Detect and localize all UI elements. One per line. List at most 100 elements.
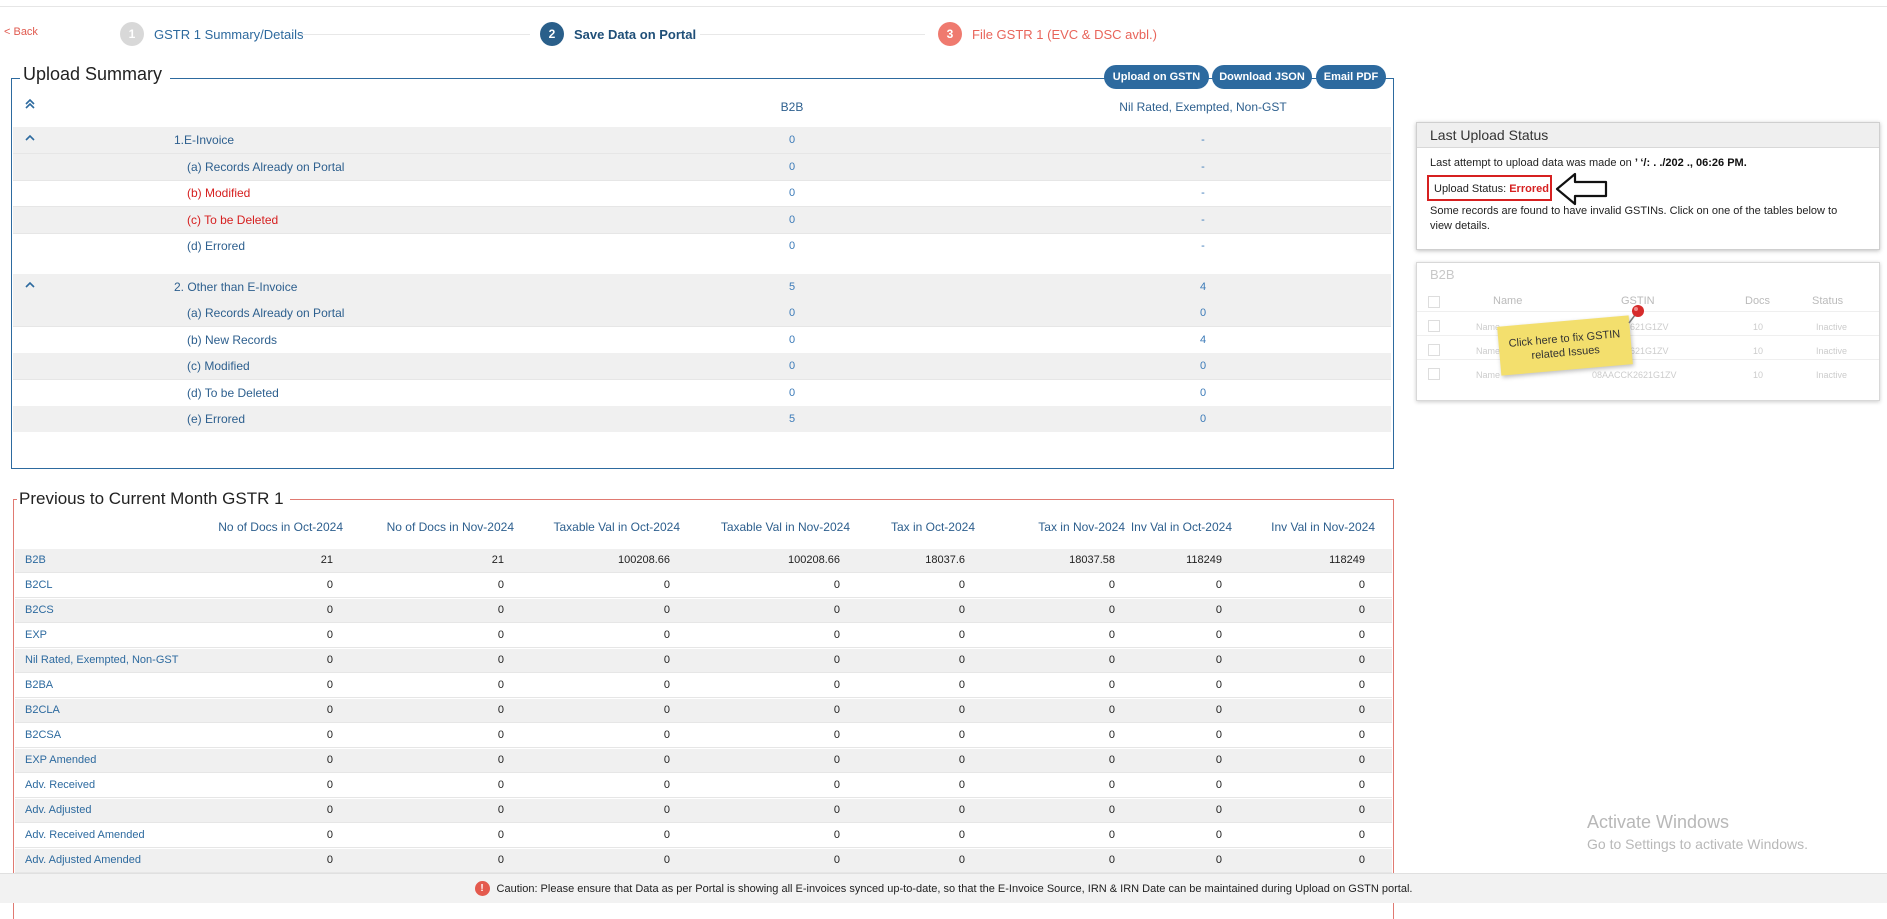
table-cell: 0: [1358, 729, 1365, 741]
row-value-b2b[interactable]: 0: [788, 387, 796, 399]
table-row[interactable]: Adv. Adjusted 0 0 0 0 0 0 0 0: [15, 799, 1392, 823]
step-2-number: 2: [540, 22, 564, 46]
table-row[interactable]: Adv. Received 0 0 0 0 0 0 0 0: [15, 774, 1392, 798]
table-row[interactable]: Nil Rated, Exempted, Non-GST 0 0 0 0 0 0 0 0: [15, 649, 1392, 673]
row-label[interactable]: B2CL: [25, 579, 53, 591]
row-value-b2b[interactable]: 5: [788, 281, 796, 293]
summary-row[interactable]: (b) Modified 0 -: [13, 180, 1391, 207]
gstin-name: Name: [1476, 370, 1501, 380]
table-cell: 0: [958, 804, 965, 816]
table-row[interactable]: B2CLA 0 0 0 0 0 0 0 0: [15, 699, 1392, 723]
back-link[interactable]: < Back: [4, 26, 38, 38]
upload-status-label: Upload Status:: [1434, 183, 1507, 195]
summary-row[interactable]: (a) Records Already on Portal 0 -: [13, 154, 1391, 181]
table-cell: 0: [958, 679, 965, 691]
summary-row[interactable]: (d) Errored 0 -: [13, 233, 1391, 259]
table-row[interactable]: B2B 21 21 100208.66 100208.66 18037.6 18037.58…: [15, 549, 1392, 573]
other-than-e-invoice-group-row[interactable]: 2. Other than E-Invoice 5 4: [13, 274, 1391, 301]
push-pin-icon: [1625, 302, 1647, 331]
row-label[interactable]: EXP: [25, 629, 48, 641]
row-value-b2b[interactable]: 0: [788, 214, 796, 226]
table-cell: 0: [833, 704, 840, 716]
table-cell: 0: [1215, 704, 1222, 716]
table-cell: 0: [833, 829, 840, 841]
table-row[interactable]: B2CL 0 0 0 0 0 0 0 0: [15, 574, 1392, 598]
summary-row[interactable]: (c) To be Deleted 0 -: [13, 207, 1391, 234]
row-value-b2b[interactable]: 0: [788, 187, 796, 199]
table-row[interactable]: Adv. Adjusted Amended 0 0 0 0 0 0 0 0: [15, 849, 1392, 873]
row-value-b2b[interactable]: 0: [788, 161, 796, 173]
select-all-checkbox[interactable]: [1428, 296, 1440, 308]
row-value-b2b[interactable]: 0: [788, 334, 796, 346]
table-row[interactable]: EXP Amended 0 0 0 0 0 0 0 0: [15, 749, 1392, 773]
table-cell: 18037.6: [925, 554, 965, 566]
step-3[interactable]: 3 File GSTR 1 (EVC & DSC avbl.): [938, 22, 1157, 46]
download-json-button[interactable]: Download JSON: [1212, 65, 1312, 89]
table-cell: 0: [958, 854, 965, 866]
row-label[interactable]: B2CSA: [25, 729, 62, 741]
summary-row[interactable]: (d) To be Deleted 0 0: [13, 380, 1391, 407]
email-pdf-button[interactable]: Email PDF: [1316, 65, 1386, 89]
row-value-b2b[interactable]: 5: [788, 413, 796, 425]
last-upload-status-panel: Last Upload Status Last attempt to uploa…: [1416, 122, 1880, 250]
b2b-gstin-preview-panel[interactable]: B2B Name GSTIN Docs Status Name 2621G1ZV…: [1416, 262, 1880, 401]
table-cell: 0: [663, 704, 670, 716]
table-cell: 0: [1108, 654, 1115, 666]
upload-summary-panel: [11, 78, 1394, 469]
row-label[interactable]: Nil Rated, Exempted, Non-GST: [25, 654, 179, 666]
row-value-b2b[interactable]: 0: [788, 240, 796, 252]
chevron-up-icon[interactable]: [25, 278, 35, 292]
row-value-b2b[interactable]: 0: [788, 307, 796, 319]
e-invoice-group-row[interactable]: 1.E-Invoice 0 -: [13, 127, 1391, 154]
step-2[interactable]: 2 Save Data on Portal: [540, 22, 696, 46]
row-value-b2b[interactable]: 0: [788, 360, 796, 372]
table-cell: 0: [1358, 754, 1365, 766]
row-checkbox[interactable]: [1428, 344, 1440, 356]
summary-row[interactable]: (b) New Records 0 4: [13, 327, 1391, 354]
row-label[interactable]: B2BA: [25, 679, 54, 691]
table-cell: 100208.66: [788, 554, 840, 566]
upload-on-gstn-button[interactable]: Upload on GSTN: [1104, 65, 1209, 89]
column-header: Inv Val in Oct-2024: [1130, 520, 1232, 534]
row-value-nil[interactable]: 4: [1199, 281, 1207, 293]
table-cell: 0: [1108, 579, 1115, 591]
table-row[interactable]: EXP 0 0 0 0 0 0 0 0: [15, 624, 1392, 648]
row-label[interactable]: Adv. Received Amended: [25, 829, 145, 841]
activate-windows-subtitle: Go to Settings to activate Windows.: [1587, 836, 1808, 852]
table-row[interactable]: B2CSA 0 0 0 0 0 0 0 0: [15, 724, 1392, 748]
table-row[interactable]: Adv. Received Amended 0 0 0 0 0 0 0 0: [15, 824, 1392, 848]
row-value-nil[interactable]: 0: [1199, 360, 1207, 372]
row-label[interactable]: Adv. Received: [25, 779, 96, 791]
row-label[interactable]: Adv. Adjusted Amended: [25, 854, 141, 866]
table-cell: 0: [1358, 579, 1365, 591]
row-label[interactable]: EXP Amended: [25, 754, 97, 766]
table-cell: 0: [663, 629, 670, 641]
row-value-nil[interactable]: 0: [1199, 307, 1207, 319]
table-row[interactable]: B2CS 0 0 0 0 0 0 0 0: [15, 599, 1392, 623]
table-row[interactable]: B2BA 0 0 0 0 0 0 0 0: [15, 674, 1392, 698]
collapse-all-icon[interactable]: [25, 98, 35, 113]
table-cell: 0: [958, 579, 965, 591]
row-label[interactable]: Adv. Adjusted: [25, 804, 92, 816]
row-checkbox[interactable]: [1428, 368, 1440, 380]
status-header: Status: [1812, 295, 1844, 307]
step-1[interactable]: 1 GSTR 1 Summary/Details: [120, 22, 304, 46]
summary-row[interactable]: (a) Records Already on Portal 0 0: [13, 300, 1391, 327]
row-value-nil[interactable]: 0: [1199, 387, 1207, 399]
chevron-up-icon[interactable]: [25, 131, 35, 145]
row-label[interactable]: B2CLA: [25, 704, 60, 716]
row-value-b2b[interactable]: 0: [788, 134, 796, 146]
table-cell: 0: [1215, 629, 1222, 641]
summary-row[interactable]: (c) Modified 0 0: [13, 353, 1391, 380]
row-value-nil[interactable]: 4: [1199, 334, 1207, 346]
row-label[interactable]: B2B: [25, 554, 46, 566]
summary-row[interactable]: (e) Errored 5 0: [13, 406, 1391, 432]
row-label[interactable]: B2CS: [25, 604, 54, 616]
table-cell: 0: [326, 629, 333, 641]
table-cell: 0: [663, 804, 670, 816]
row-value-nil[interactable]: 0: [1199, 413, 1207, 425]
table-cell: 0: [663, 729, 670, 741]
table-cell: 0: [1215, 829, 1222, 841]
row-checkbox[interactable]: [1428, 320, 1440, 332]
gstin-name: Name: [1476, 346, 1501, 356]
